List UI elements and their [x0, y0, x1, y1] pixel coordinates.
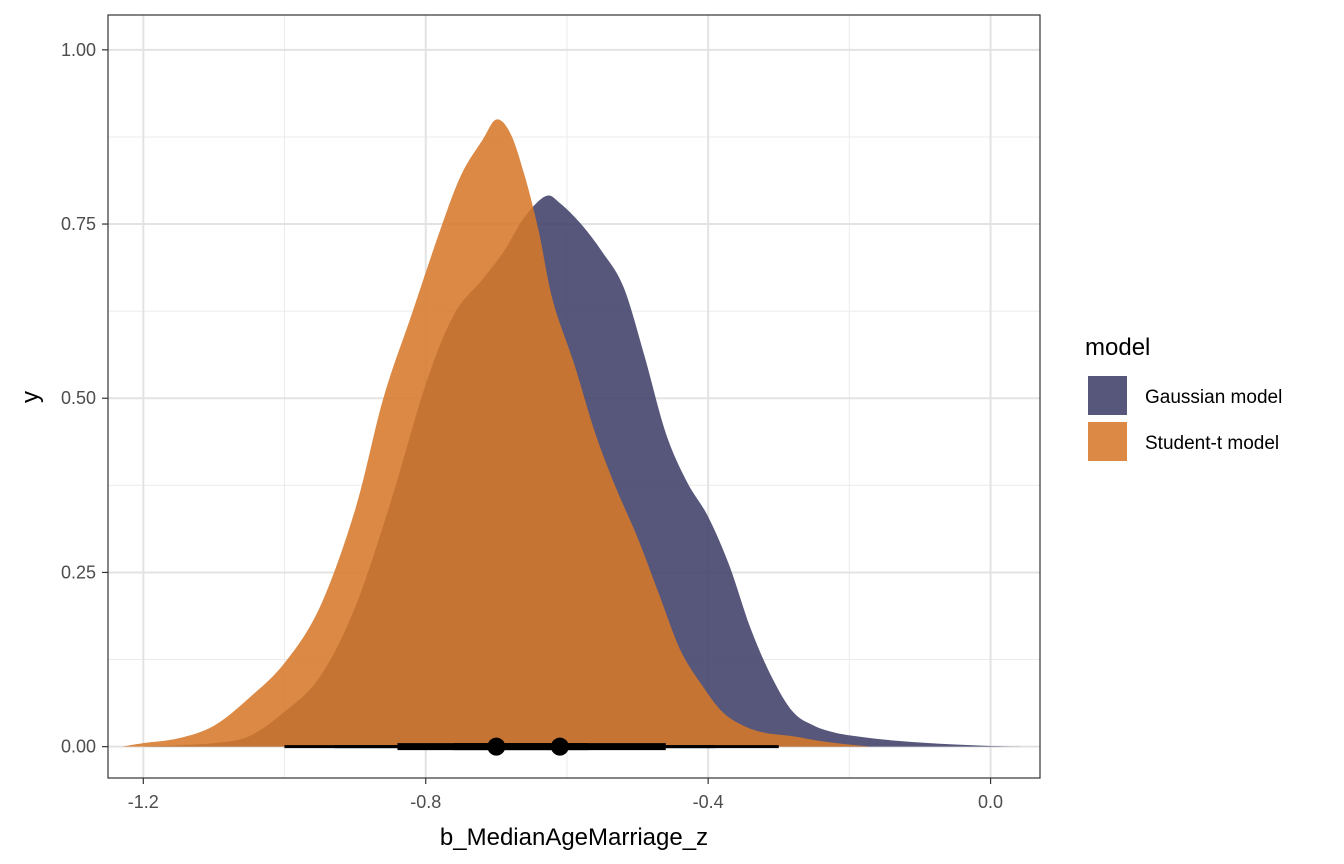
y-tick-label: 0.50: [61, 388, 96, 408]
y-axis: 0.00 0.25 0.50 0.75 1.00: [61, 40, 108, 757]
x-axis-title: b_MedianAgeMarriage_z: [440, 824, 708, 851]
y-tick-label: 0.00: [61, 737, 96, 757]
legend-key-gaussian-model: [1088, 376, 1127, 415]
x-tick-label: -0.4: [693, 792, 724, 812]
y-tick-label: 0.25: [61, 562, 96, 582]
density-area-student-t-model: [122, 119, 871, 747]
point-estimate-student-t-model: [487, 737, 506, 756]
density-areas: [122, 119, 1026, 747]
panel-border: [107, 14, 1041, 779]
interval-marks: [284, 737, 779, 756]
y-tick-label: 0.75: [61, 214, 96, 234]
point-estimate-gaussian-model: [550, 737, 569, 756]
legend: model Gaussian model Student-t model: [1085, 334, 1282, 461]
legend-key-student-t-model: [1088, 422, 1127, 461]
y-axis-title: y: [17, 391, 44, 403]
x-axis: -1.2 -0.8 -0.4 0.0: [128, 778, 1003, 812]
x-tick-label: 0.0: [978, 792, 1003, 812]
legend-label-student-t-model: Student-t model: [1145, 433, 1279, 454]
x-tick-label: -1.2: [128, 792, 159, 812]
legend-label-gaussian-model: Gaussian model: [1145, 387, 1282, 408]
legend-title: model: [1085, 334, 1150, 361]
y-tick-label: 1.00: [61, 40, 96, 60]
x-tick-label: -0.8: [410, 792, 441, 812]
